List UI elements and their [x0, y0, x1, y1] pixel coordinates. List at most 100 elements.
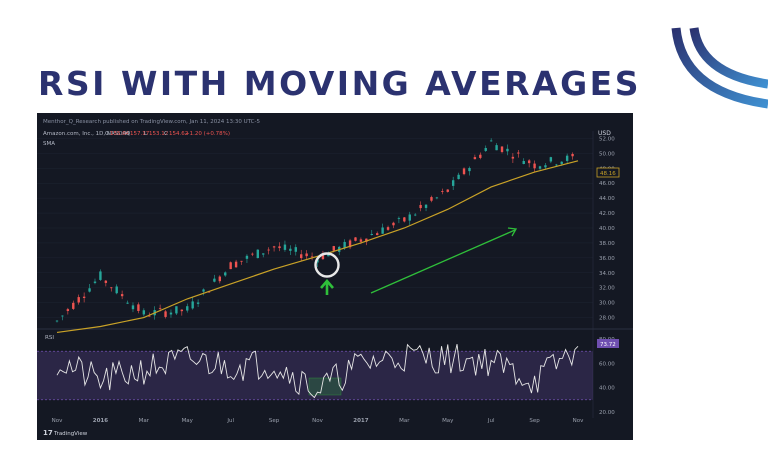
candle-body — [272, 246, 276, 248]
candle-body — [99, 271, 102, 280]
candle-body — [245, 255, 249, 259]
candle-body — [392, 222, 395, 226]
price-tick-label: 32.00 — [599, 286, 615, 292]
candle-body — [110, 287, 113, 289]
x-tick-label: Nov — [573, 418, 584, 424]
candle-body — [549, 157, 553, 162]
candle-body — [533, 163, 536, 169]
candle-body — [169, 312, 173, 315]
candle-body — [142, 310, 146, 315]
candle-body — [104, 280, 108, 283]
low-value: 153.12 — [149, 131, 168, 137]
candle-body — [571, 153, 574, 157]
candle-body — [267, 249, 270, 251]
x-tick-label: Sep — [269, 418, 280, 424]
candle-body — [468, 167, 471, 172]
x-tick-label: 2017 — [353, 418, 368, 424]
candle-body — [300, 254, 303, 259]
rsi-tick-label: 20.00 — [599, 410, 615, 416]
candle-body — [321, 253, 325, 260]
candle-body — [348, 240, 352, 248]
price-tick-label: 52.00 — [599, 136, 615, 142]
price-last-tag: 48.16 — [596, 167, 620, 178]
candle-body — [332, 246, 335, 251]
price-tick-label: 44.00 — [599, 196, 615, 202]
candle-body — [186, 306, 189, 311]
candle-body — [120, 294, 124, 297]
trend-arrow-icon — [370, 227, 518, 294]
high-value: 157.17 — [130, 131, 150, 137]
candle-body — [229, 262, 232, 270]
x-tick-label: 2016 — [93, 418, 108, 424]
candle-body — [479, 154, 482, 158]
candle-body — [451, 180, 455, 186]
candle-body — [283, 244, 287, 250]
sma-indicator-label: SMA — [43, 141, 55, 147]
candle-body — [430, 197, 433, 201]
slide-title: RSI WITH MOVING AVERAGES — [38, 64, 641, 103]
candle-body — [462, 168, 466, 175]
candle-body — [158, 307, 162, 309]
price-tick-label: 34.00 — [599, 271, 615, 277]
tradingview-brand: 17 TradingView — [43, 429, 88, 437]
candle-body — [413, 214, 417, 216]
candle-body — [196, 302, 200, 304]
x-tick-label: May — [442, 418, 454, 424]
candle-body — [489, 140, 493, 142]
close-value: 154.62 — [169, 131, 188, 137]
candle-body — [517, 152, 520, 154]
candle-body — [446, 189, 449, 192]
candle-body — [484, 148, 487, 151]
candle-body — [55, 320, 59, 322]
candle-body — [435, 197, 439, 199]
candle-body — [77, 297, 80, 303]
candle-body — [544, 165, 547, 168]
price-tick-label: 42.00 — [599, 211, 615, 217]
candles — [55, 138, 574, 323]
symbol-label: Amazon.com, Inc., 1D, NASDAQ — [43, 131, 131, 137]
x-tick-label: Mar — [399, 418, 410, 424]
brand-name: TradingView — [53, 431, 88, 437]
ohlc-header: Amazon.com, Inc., 1D, NASDAQ O 155.04 H … — [43, 131, 230, 137]
candle-body — [560, 161, 563, 164]
candle-body — [234, 261, 238, 268]
price-tick-label: 36.00 — [599, 256, 615, 262]
candle-body — [115, 286, 118, 294]
candle-body — [343, 241, 346, 249]
candle-body — [126, 302, 129, 304]
candle-body — [538, 166, 542, 169]
candle-body — [403, 217, 406, 222]
publisher-line: Menthor_Q_Research published on TradingV… — [43, 119, 260, 125]
chart-frame: Menthor_Q_Research published on TradingV… — [37, 113, 633, 440]
candle-body — [424, 204, 428, 208]
candle-body — [386, 227, 390, 230]
rsi-last-tag: 73.72 — [597, 339, 619, 348]
candle-body — [164, 311, 167, 317]
up-arrow-icon — [320, 279, 334, 295]
candle-body — [500, 146, 504, 152]
candle-body — [218, 276, 222, 282]
price-tick-label: 28.00 — [599, 316, 615, 322]
candle-body — [354, 237, 357, 241]
rsi-tick-label: 40.00 — [599, 386, 615, 392]
x-axis: Nov 2016 Mar May Jul Sep Nov 2017 Mar May Jul Sep No… — [52, 418, 584, 424]
candle-body — [511, 156, 515, 159]
open-value: 155.04 — [110, 131, 130, 137]
price-tick-label: 30.00 — [599, 301, 615, 307]
low-label: L — [144, 131, 148, 137]
candle-body — [93, 281, 97, 283]
candle-body — [294, 247, 297, 252]
candle-body — [240, 260, 243, 262]
candle-body — [213, 278, 216, 282]
rsi-tick-label: 60.00 — [599, 361, 615, 367]
candle-body — [148, 315, 151, 317]
brand-logo-icon — [671, 27, 768, 109]
candle-body — [72, 302, 75, 309]
x-tick-label: May — [182, 418, 194, 424]
sma-line — [56, 160, 579, 334]
candle-body — [305, 253, 308, 257]
candle-body — [370, 233, 373, 235]
x-tick-label: Sep — [529, 418, 540, 424]
candle-body — [408, 214, 411, 221]
